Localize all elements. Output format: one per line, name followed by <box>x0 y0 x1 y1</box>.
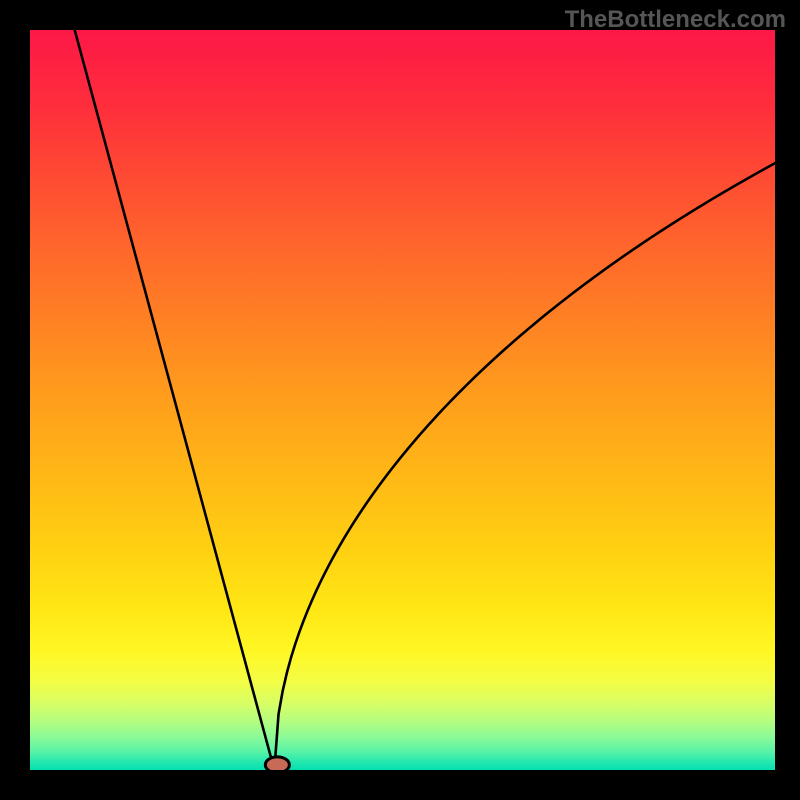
bottleneck-chart <box>0 0 800 800</box>
watermark-text: TheBottleneck.com <box>565 6 786 34</box>
chart-container: TheBottleneck.com <box>0 0 800 800</box>
plot-background <box>30 30 775 770</box>
